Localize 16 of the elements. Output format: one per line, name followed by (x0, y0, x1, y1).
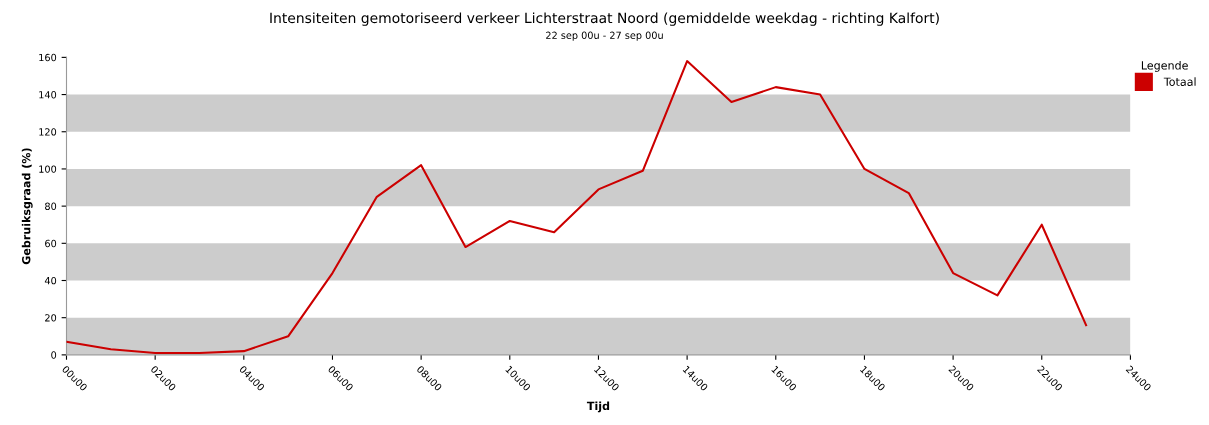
x-axis-title: Tijd (586, 401, 610, 413)
line-series (66, 60, 1088, 355)
chart-title: Intensiteiten gemotoriseerd verkeer Lichterstraat Noord (gemiddelde weekdag - richting Kalfort) (270, 12, 939, 26)
y-tick-label: 60 (45, 239, 57, 248)
y-tick-label: 0 (51, 351, 57, 359)
y-tick-label: 160 (39, 53, 57, 62)
y-tick-label: 40 (44, 276, 57, 285)
y-tick-label: 120 (39, 128, 57, 136)
y-tick-label: 100 (39, 165, 57, 173)
y-tick-label: 20 (45, 314, 57, 322)
legend-title: Legende (1141, 61, 1188, 72)
y-axis-title: Gebruiksgraad (%) (21, 148, 33, 265)
legend-label: Totaal (1163, 77, 1196, 86)
y-tick-label: 140 (39, 91, 57, 99)
y-tick-label: 80 (45, 202, 57, 210)
chart-subtitle: 22 sep 00u - 27 sep 00u (546, 31, 663, 41)
